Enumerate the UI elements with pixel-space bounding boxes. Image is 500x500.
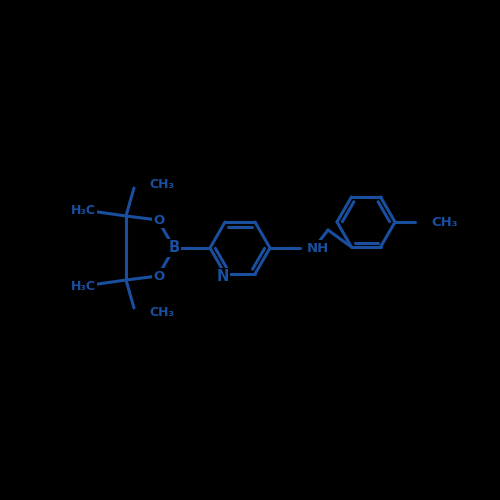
- Text: CH₃: CH₃: [149, 178, 174, 190]
- Text: N: N: [217, 270, 229, 284]
- Text: H₃C: H₃C: [71, 280, 96, 292]
- Text: B: B: [168, 240, 179, 256]
- Text: O: O: [154, 270, 164, 282]
- Text: CH₃: CH₃: [149, 306, 174, 318]
- Text: H₃C: H₃C: [71, 204, 96, 216]
- Text: NH: NH: [307, 242, 329, 254]
- Text: CH₃: CH₃: [431, 216, 458, 228]
- Text: O: O: [154, 214, 164, 226]
